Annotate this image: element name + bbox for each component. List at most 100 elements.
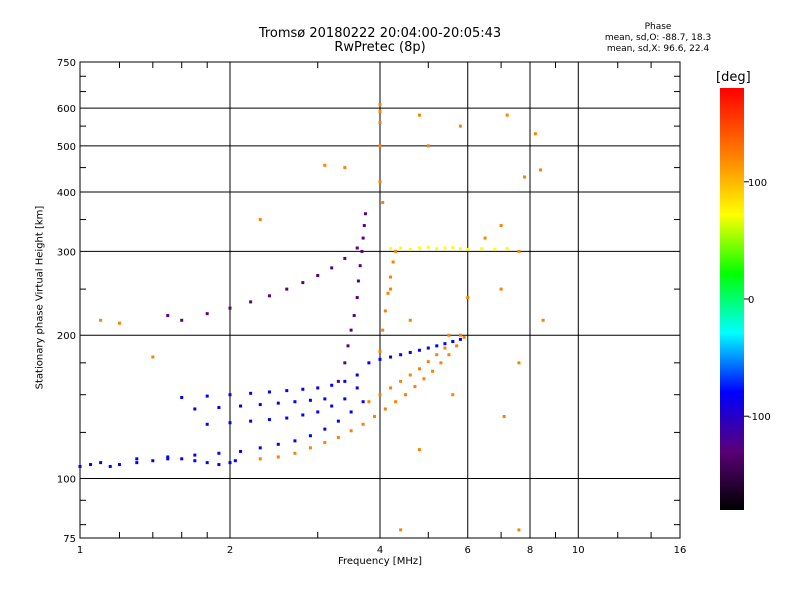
data-point <box>389 386 393 390</box>
data-point <box>360 249 364 253</box>
data-point <box>361 236 365 240</box>
data-point <box>285 389 289 393</box>
data-point <box>355 296 359 300</box>
y-tick-label: 300 <box>57 247 76 258</box>
data-point <box>435 247 439 251</box>
data-point <box>541 318 545 322</box>
data-point <box>308 398 312 402</box>
data-point <box>343 166 347 170</box>
data-point <box>323 397 327 401</box>
x-tick-label: 4 <box>377 545 383 556</box>
data-point <box>499 287 503 291</box>
data-point <box>349 429 353 433</box>
data-point <box>466 296 470 300</box>
data-point <box>276 455 280 459</box>
chart-subtitle: RwPretec (8p) <box>334 40 426 55</box>
data-point <box>399 246 403 250</box>
data-point <box>267 390 271 394</box>
data-point <box>426 245 430 249</box>
data-point <box>367 400 371 404</box>
x-tick-label: 1 <box>77 545 83 556</box>
data-point <box>228 421 232 425</box>
stats-x-line: mean, sd,X: 96.6, 22.4 <box>606 44 710 54</box>
colorbar-tick-label: -100 <box>748 412 771 423</box>
data-point <box>276 401 280 405</box>
data-point <box>330 266 334 270</box>
data-point <box>389 247 393 251</box>
data-point <box>403 393 407 397</box>
data-point <box>228 461 232 465</box>
data-point <box>408 373 412 377</box>
data-point <box>99 318 103 322</box>
colorbar-label: [deg] <box>716 70 751 85</box>
y-tick-label: 500 <box>57 142 76 153</box>
data-point <box>180 395 184 399</box>
data-point <box>166 314 170 318</box>
data-point <box>389 275 393 279</box>
data-point <box>502 414 506 418</box>
data-point <box>378 349 382 353</box>
data-point <box>193 407 197 411</box>
data-point <box>408 350 412 354</box>
data-point <box>493 247 497 251</box>
data-point <box>443 342 447 346</box>
data-point <box>517 249 521 253</box>
data-point <box>349 410 353 414</box>
data-point <box>343 379 347 383</box>
data-point <box>267 294 271 298</box>
data-point <box>443 346 447 350</box>
y-tick-label: 600 <box>57 104 76 115</box>
data-point <box>301 387 305 391</box>
data-point <box>505 247 509 251</box>
data-point <box>373 414 377 418</box>
data-point <box>205 461 209 465</box>
data-point <box>166 457 170 461</box>
data-point <box>330 404 334 408</box>
data-point <box>386 291 390 295</box>
stats-header: Phase <box>644 22 672 32</box>
data-point <box>422 377 426 381</box>
data-point <box>483 236 487 240</box>
chart-title: Tromsø 20180222 20:04:00-20:05:43 <box>258 26 502 41</box>
data-point <box>355 246 359 250</box>
x-tick-label: 2 <box>227 545 233 556</box>
y-tick-label: 75 <box>63 534 76 545</box>
data-point <box>363 212 367 216</box>
data-point <box>458 247 462 251</box>
data-point <box>308 434 312 438</box>
data-point <box>378 120 382 124</box>
data-point <box>451 340 455 344</box>
data-point <box>258 446 262 450</box>
data-point <box>431 369 435 373</box>
data-point <box>205 312 209 316</box>
data-point <box>217 451 221 455</box>
data-point <box>343 361 347 365</box>
data-point <box>301 413 305 417</box>
colorbar <box>720 88 744 510</box>
data-point <box>352 314 356 318</box>
data-point <box>447 353 451 357</box>
data-point <box>355 386 359 390</box>
data-point <box>378 144 382 148</box>
data-point <box>383 407 387 411</box>
data-point <box>180 457 184 461</box>
data-point <box>426 360 430 364</box>
data-point <box>408 247 412 251</box>
colorbar-tick-label: 100 <box>748 178 767 189</box>
data-point <box>466 247 470 251</box>
data-point <box>383 309 387 313</box>
data-point <box>505 113 509 117</box>
data-point <box>394 400 398 404</box>
data-point <box>217 463 221 467</box>
data-point <box>135 457 139 461</box>
data-point <box>239 404 243 408</box>
x-tick-label: 8 <box>527 545 533 556</box>
data-point <box>323 163 327 167</box>
data-point <box>316 410 320 414</box>
x-tick-label: 6 <box>465 545 471 556</box>
data-point <box>439 361 443 365</box>
data-point <box>330 383 334 387</box>
data-point <box>346 344 350 348</box>
data-point <box>499 224 503 228</box>
data-point <box>258 218 262 222</box>
